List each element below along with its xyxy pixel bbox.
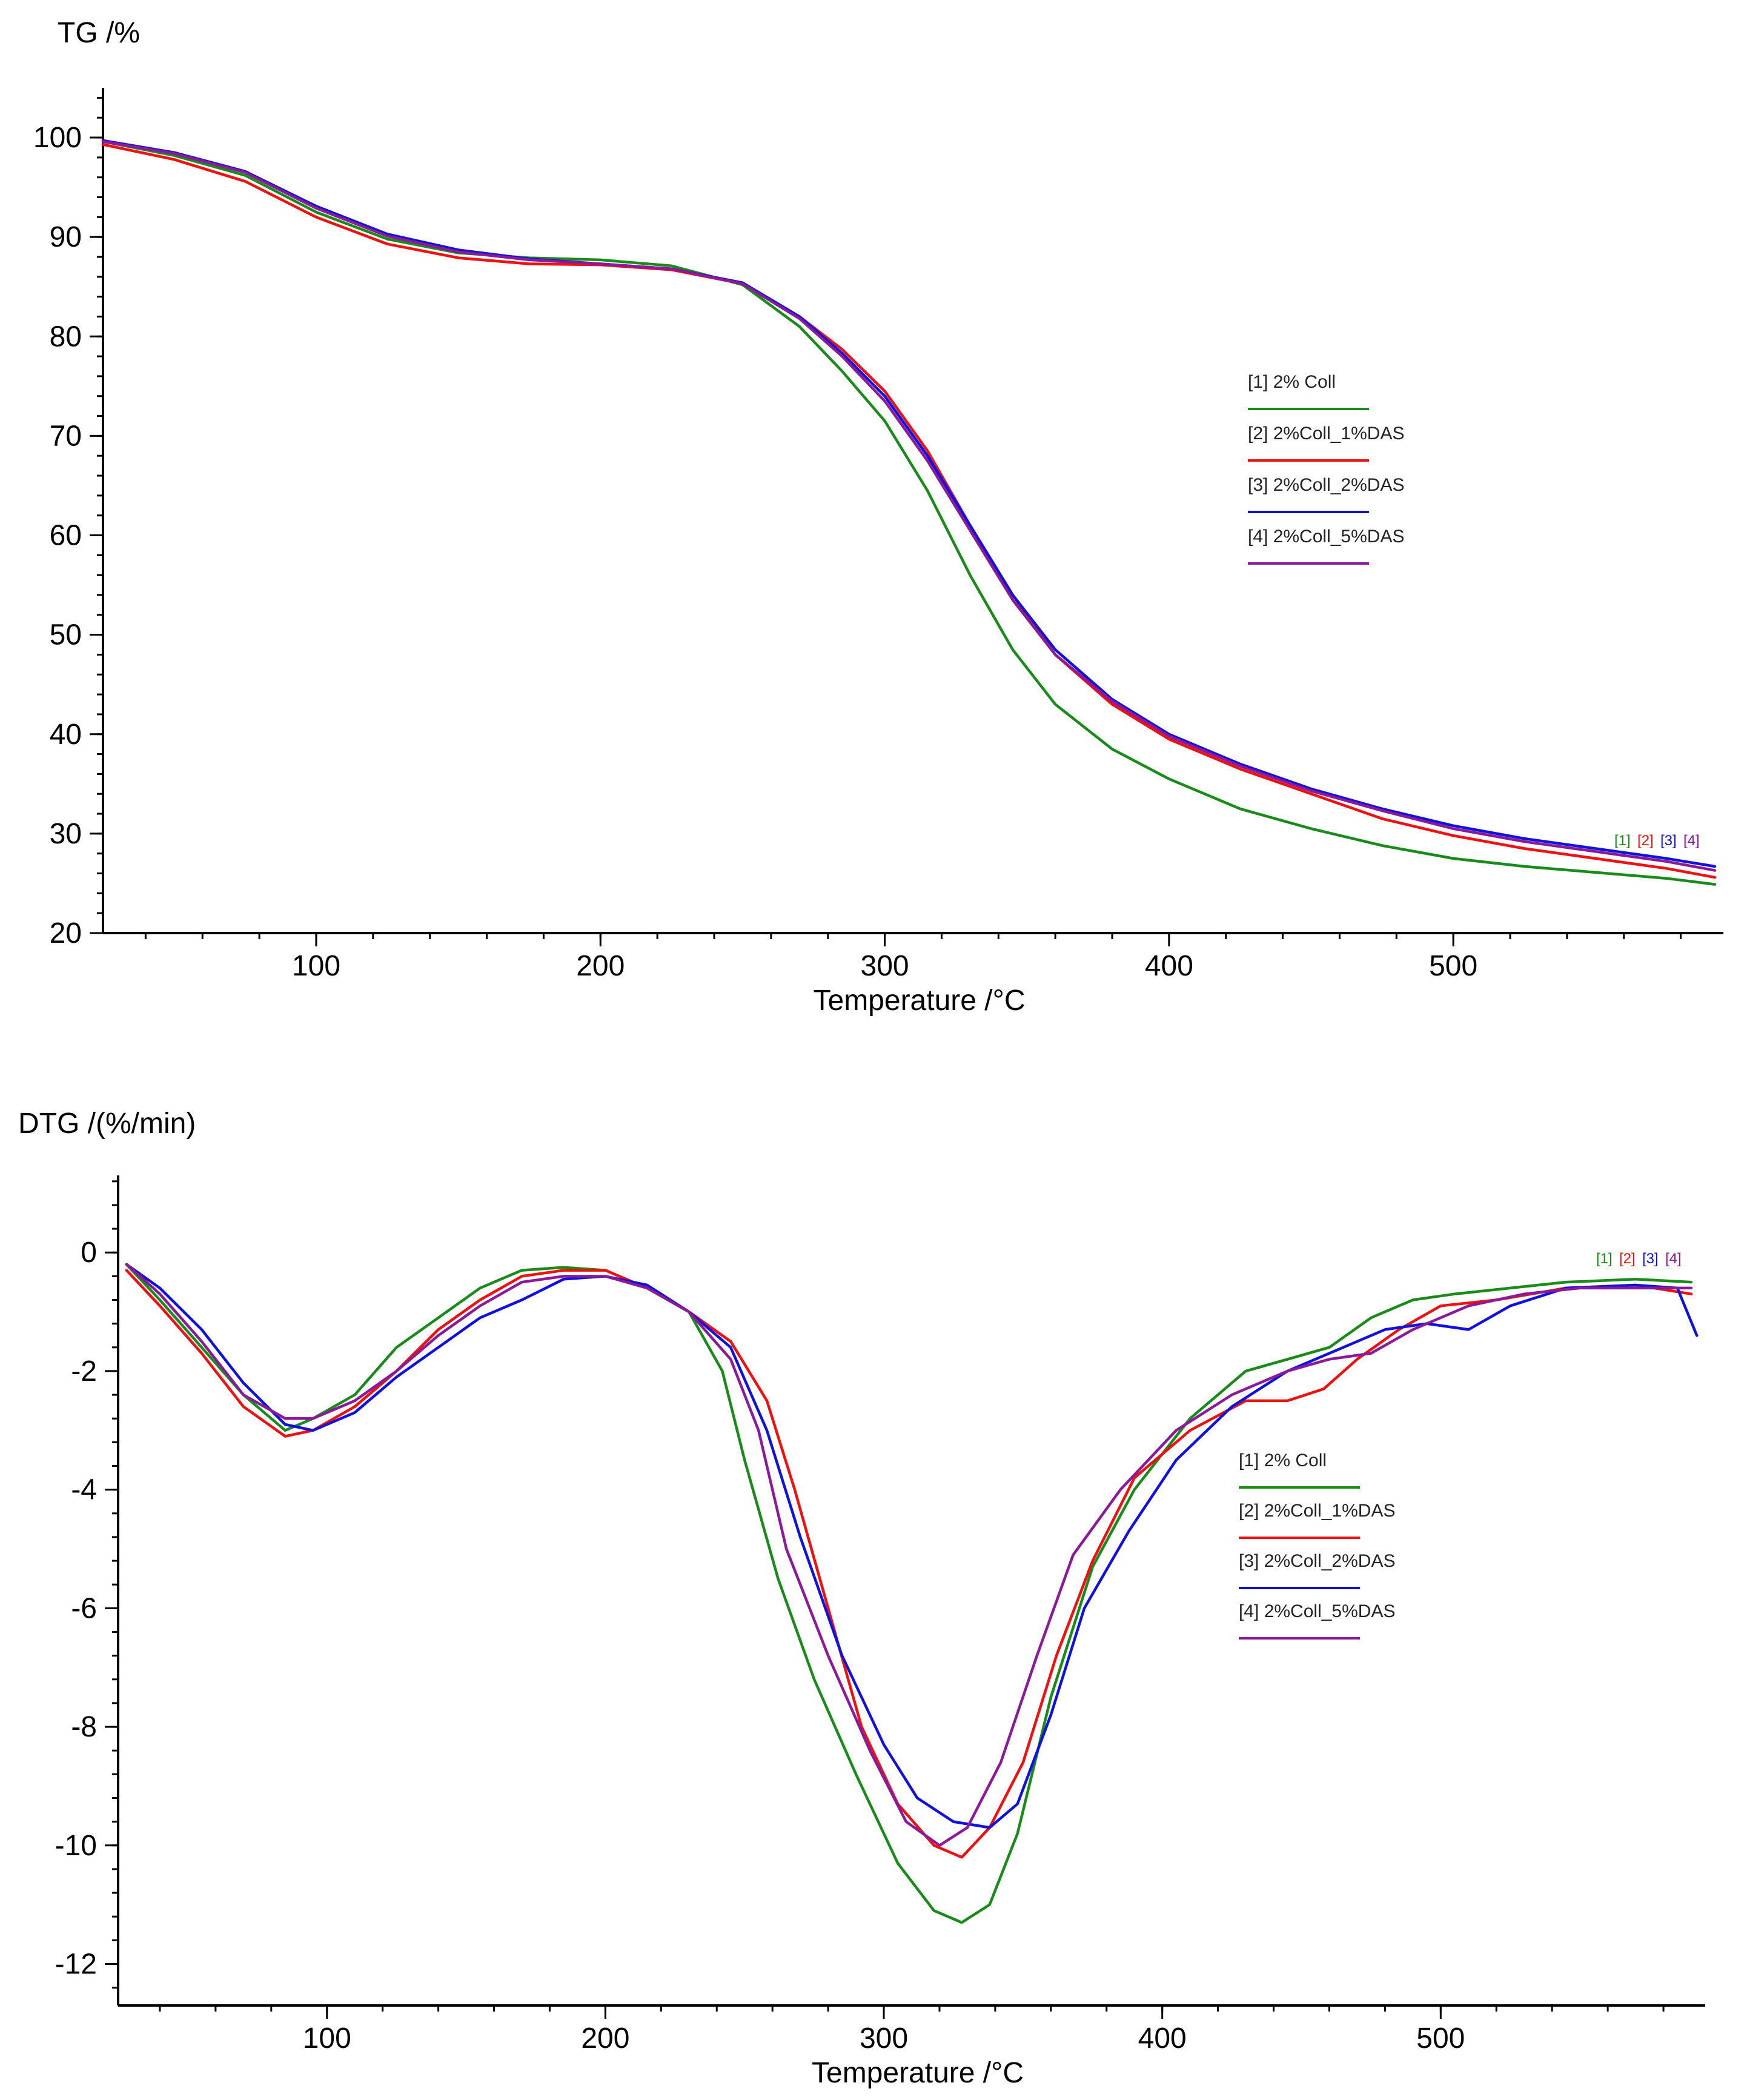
y-tick-label: 70 bbox=[50, 420, 82, 452]
y-tick-label: 0 bbox=[81, 1237, 97, 1269]
series-end-tag-1: [1] bbox=[1614, 832, 1631, 849]
y-tick-label: -12 bbox=[55, 1949, 97, 1981]
x-tick-label: 400 bbox=[1145, 950, 1193, 982]
y-tick-label: -2 bbox=[71, 1355, 97, 1387]
series-end-tag-3: [3] bbox=[1660, 832, 1677, 849]
series-end-tag-4: [4] bbox=[1665, 1251, 1682, 1267]
x-tick-label: 100 bbox=[303, 2022, 351, 2055]
series-end-tag-2: [2] bbox=[1637, 832, 1654, 849]
x-axis-title: Temperature /°C bbox=[814, 985, 1026, 1017]
x-tick-label: 300 bbox=[860, 2022, 908, 2055]
y-tick-label: 100 bbox=[33, 122, 82, 154]
y-tick-label: 20 bbox=[50, 917, 82, 949]
series-line-1 bbox=[101, 140, 1717, 886]
y-tick-label: -8 bbox=[71, 1711, 97, 1743]
series-line-1 bbox=[125, 1263, 1693, 1924]
x-tick-label: 200 bbox=[581, 2022, 629, 2055]
y-tick-label: 30 bbox=[50, 818, 82, 850]
legend-label-1: [1] 2% Coll bbox=[1248, 372, 1336, 392]
legend-label-2: [2] 2%Coll_1%DAS bbox=[1248, 424, 1404, 444]
legend-label-1: [1] 2% Coll bbox=[1239, 1450, 1327, 1470]
series-line-3 bbox=[101, 139, 1717, 868]
x-tick-label: 500 bbox=[1429, 950, 1477, 982]
x-tick-label: 400 bbox=[1138, 2022, 1187, 2055]
legend-label-3: [3] 2%Coll_2%DAS bbox=[1248, 475, 1404, 495]
y-axis-title: DTG /(%/min) bbox=[18, 1108, 196, 1140]
dtg-panel: 0 -2 -4 -6 -8 -10 -12 100 200 300 400 500 DTG /(%/mi… bbox=[18, 1108, 1705, 2089]
y-tick-label: 50 bbox=[50, 619, 82, 651]
x-tick-label: 100 bbox=[292, 950, 340, 982]
y-tick-label: -6 bbox=[71, 1592, 97, 1624]
series-end-tag-4: [4] bbox=[1683, 832, 1700, 849]
series-end-tag-1: [1] bbox=[1596, 1251, 1613, 1267]
x-tick-label: 200 bbox=[576, 950, 625, 982]
x-tick-label: 500 bbox=[1416, 2022, 1465, 2055]
tg-panel: 20 30 40 50 60 70 80 90 100 100 200 300 400 500 TG /% T… bbox=[33, 17, 1723, 1017]
series-line-3 bbox=[125, 1263, 1699, 1829]
legend-label-3: [3] 2%Coll_2%DAS bbox=[1239, 1551, 1395, 1571]
y-axis-title: TG /% bbox=[58, 17, 140, 49]
series-end-tag-2: [2] bbox=[1619, 1251, 1636, 1267]
series-end-tag-3: [3] bbox=[1642, 1251, 1659, 1267]
series-line-2 bbox=[125, 1269, 1693, 1859]
y-tick-label: 60 bbox=[50, 520, 82, 552]
y-tick-label: -10 bbox=[55, 1830, 97, 1862]
series-line-2 bbox=[101, 143, 1717, 879]
x-axis-title: Temperature /°C bbox=[812, 2057, 1024, 2089]
legend-label-4: [4] 2%Coll_5%DAS bbox=[1248, 527, 1404, 547]
legend-label-4: [4] 2%Coll_5%DAS bbox=[1239, 1601, 1395, 1621]
legend-label-2: [2] 2%Coll_1%DAS bbox=[1239, 1501, 1395, 1521]
series-line-4 bbox=[101, 140, 1717, 872]
y-tick-label: 40 bbox=[50, 719, 82, 751]
y-tick-label: -4 bbox=[71, 1474, 97, 1506]
y-tick-label: 80 bbox=[50, 321, 82, 353]
x-tick-label: 300 bbox=[861, 950, 909, 982]
series-line-4 bbox=[125, 1263, 1693, 1847]
y-tick-label: 90 bbox=[50, 221, 82, 253]
